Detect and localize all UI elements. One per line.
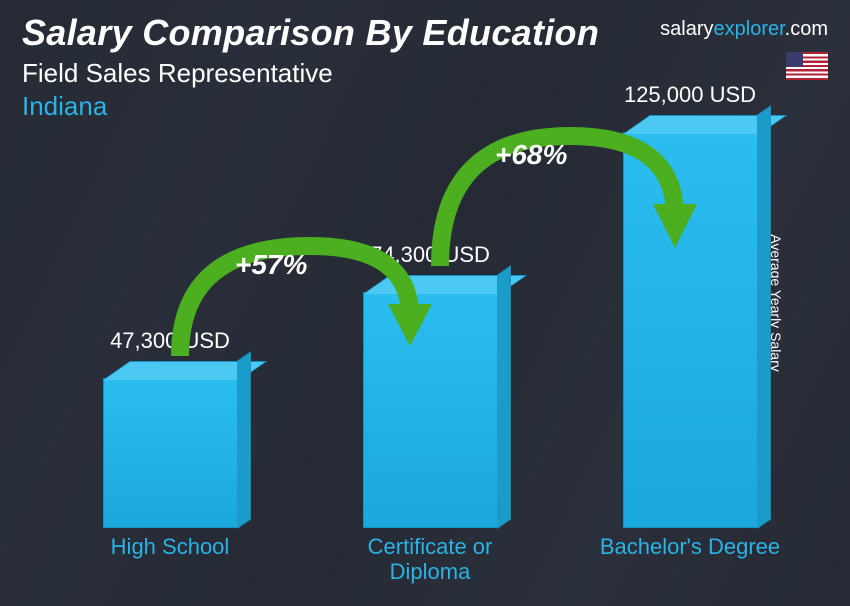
bar-label: Bachelor's Degree [590,534,790,586]
bar-label: Certificate or Diploma [330,534,530,586]
increase-pct: +57% [235,249,307,281]
brand-label: salaryexplorer.com [660,18,828,41]
brand-prefix: salary [660,18,713,40]
bar [103,378,238,528]
bar-value: 125,000 USD [590,82,790,108]
brand-mid: explorer [714,18,785,40]
us-flag-icon [786,52,828,80]
bar-label: High School [70,534,270,586]
brand-suffix: .com [785,18,828,40]
bar-chart: 47,300 USD High School 74,300 USD Certif… [40,116,810,586]
bar-group: 47,300 USD High School [70,378,270,586]
increase-pct: +68% [495,139,567,171]
